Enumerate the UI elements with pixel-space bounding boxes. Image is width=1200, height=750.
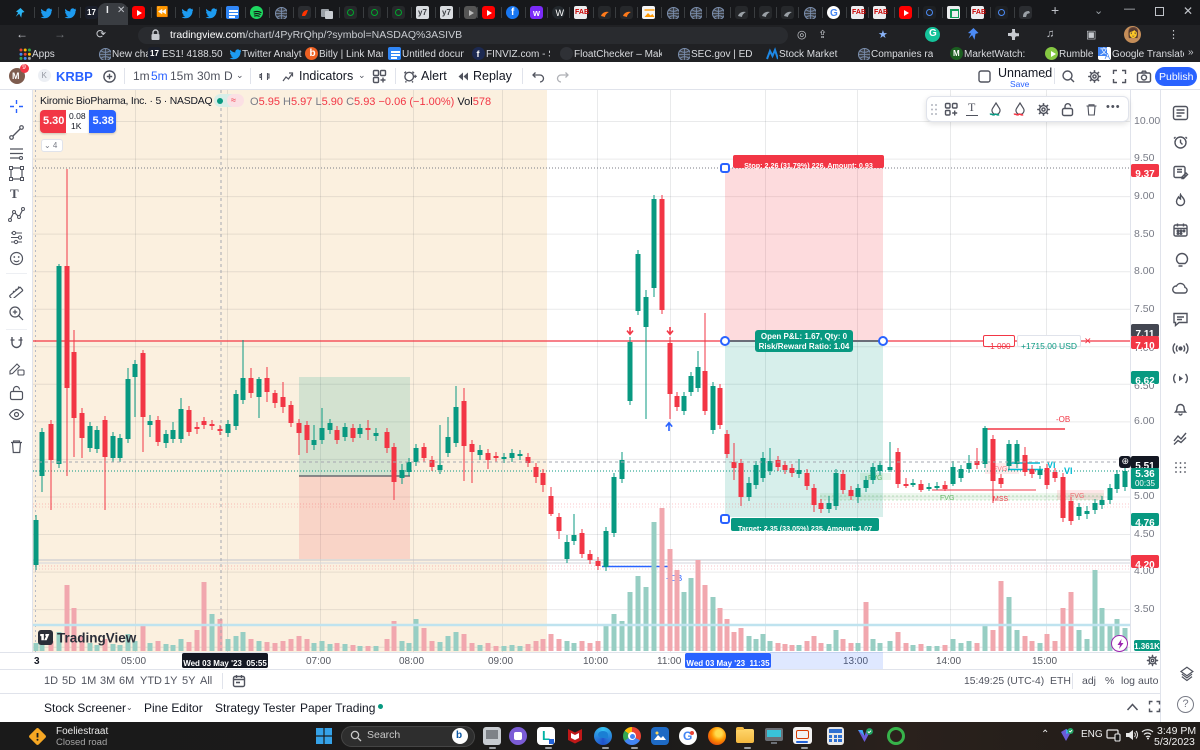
svg-text:+OB: +OB (666, 574, 682, 583)
svg-text:-OB: -OB (1056, 415, 1070, 424)
svg-text:TradingView: TradingView (57, 631, 137, 646)
svg-text:VI: VI (1047, 460, 1056, 470)
svg-text:VI: VI (1064, 466, 1073, 476)
svg-text:FVG: FVG (993, 466, 1007, 473)
svg-text:MSS: MSS (993, 496, 1009, 503)
svg-text:FVG: FVG (1070, 493, 1084, 500)
svg-text:FVG: FVG (940, 495, 954, 502)
